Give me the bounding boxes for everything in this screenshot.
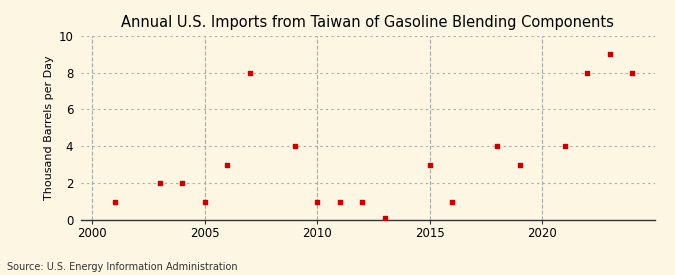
- Point: [199, 199, 210, 204]
- Point: [244, 70, 255, 75]
- Point: [290, 144, 300, 148]
- Point: [582, 70, 593, 75]
- Point: [334, 199, 345, 204]
- Point: [514, 163, 525, 167]
- Point: [379, 216, 390, 220]
- Point: [627, 70, 638, 75]
- Text: Source: U.S. Energy Information Administration: Source: U.S. Energy Information Administ…: [7, 262, 238, 272]
- Point: [222, 163, 233, 167]
- Point: [604, 52, 615, 56]
- Point: [109, 199, 120, 204]
- Y-axis label: Thousand Barrels per Day: Thousand Barrels per Day: [45, 56, 54, 200]
- Title: Annual U.S. Imports from Taiwan of Gasoline Blending Components: Annual U.S. Imports from Taiwan of Gasol…: [122, 15, 614, 31]
- Point: [560, 144, 570, 148]
- Point: [357, 199, 368, 204]
- Point: [312, 199, 323, 204]
- Point: [492, 144, 503, 148]
- Point: [155, 181, 165, 185]
- Point: [177, 181, 188, 185]
- Point: [447, 199, 458, 204]
- Point: [425, 163, 435, 167]
